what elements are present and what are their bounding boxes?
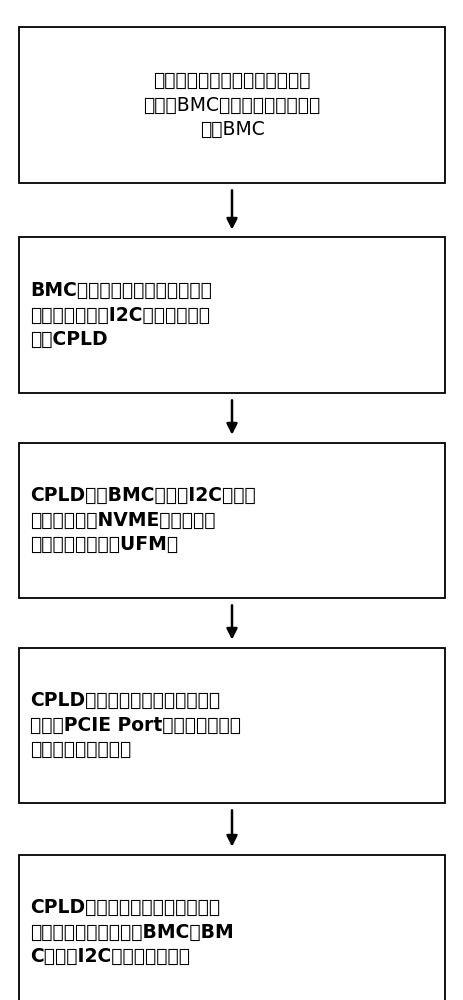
Text: 将项目及其子型号配置进行梳理
，生成BMC需要的整机配置文件
导入BMC: 将项目及其子型号配置进行梳理 ，生成BMC需要的整机配置文件 导入BMC <box>143 71 320 139</box>
Text: CPLD解析BMC下发的I2C信息，
将整机配置中NVME硬盘线缆期
望的连接方式存入UFM中: CPLD解析BMC下发的I2C信息， 将整机配置中NVME硬盘线缆期 望的连接方… <box>30 486 256 554</box>
Bar <box>19 237 444 392</box>
Bar <box>19 648 444 802</box>
Bar <box>19 442 444 598</box>
Text: CPLD修改完所有连接器对应的寄
存器信息后触发中断给BMC，BM
C会通过I2C读取寄存器内容: CPLD修改完所有连接器对应的寄 存器信息后触发中断给BMC，BM C会通过I2… <box>30 898 233 966</box>
Bar <box>19 27 444 182</box>
Text: CPLD对线缆的在位情况进行判定
并识别PCIE Port，将实际连接状
态更新至寄存器组中: CPLD对线缆的在位情况进行判定 并识别PCIE Port，将实际连接状 态更新… <box>30 691 241 759</box>
Bar <box>19 854 444 1000</box>
Text: BMC将导入的配置信息进行数字
化转换，并通过I2C下发给对应背
板的CPLD: BMC将导入的配置信息进行数字 化转换，并通过I2C下发给对应背 板的CPLD <box>30 281 212 349</box>
